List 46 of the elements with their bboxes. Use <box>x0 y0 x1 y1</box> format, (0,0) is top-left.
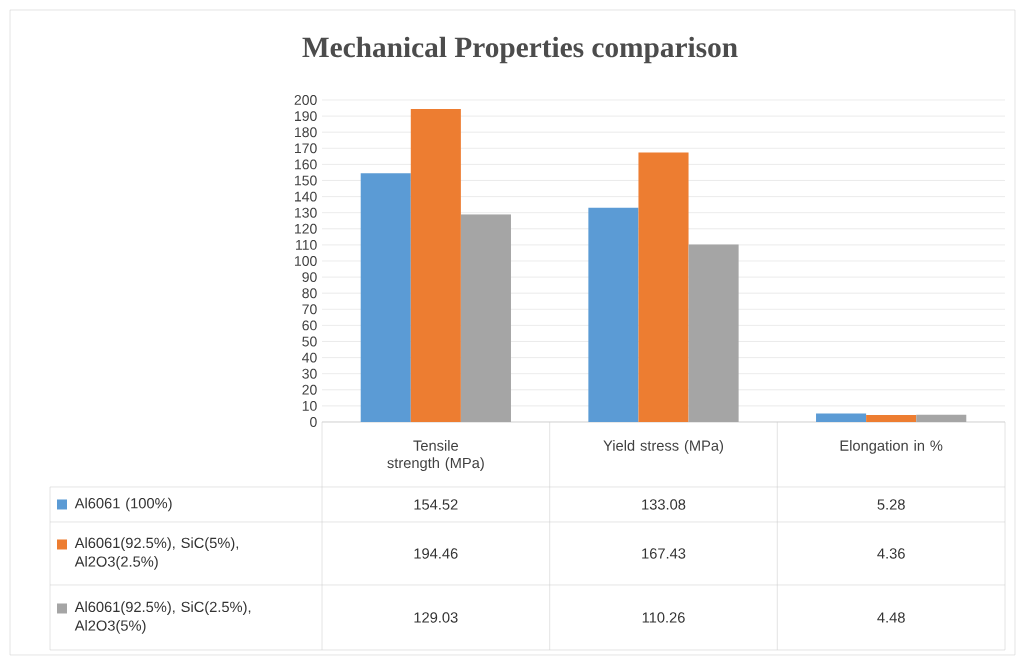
y-tick-label: 30 <box>302 368 317 379</box>
bar <box>588 207 639 422</box>
y-tick-label: 150 <box>295 175 317 186</box>
data-label: 167.43 <box>642 548 686 559</box>
y-tick-label: 130 <box>295 207 317 218</box>
legend-label: Al6061 (100%) <box>74 497 172 512</box>
bar <box>916 414 967 422</box>
bar <box>410 108 461 422</box>
y-tick-label: 60 <box>302 320 317 331</box>
y-tick-label: 50 <box>302 336 317 347</box>
y-tick-label: 100 <box>295 256 317 266</box>
data-label: 4.36 <box>877 548 905 559</box>
data-label: 110.26 <box>642 612 685 623</box>
data-label: 194.46 <box>414 548 458 559</box>
legend-label: Al6061(92.5%), SiC(5%), Al2O3(2.5%) <box>74 537 239 570</box>
bar <box>460 214 511 422</box>
y-tick-label: 160 <box>295 159 317 170</box>
y-tick-label: 190 <box>295 111 317 122</box>
x-tick-label: Yield stress (MPa) <box>603 440 724 454</box>
data-label: 4.48 <box>877 612 905 623</box>
bar <box>638 152 689 422</box>
y-tick-label: 80 <box>302 288 317 299</box>
y-tick-label: 40 <box>302 352 317 363</box>
data-label: 133.08 <box>642 499 686 510</box>
y-tick-label: 0 <box>310 417 317 427</box>
legend-label: Al6061(92.5%), SiC(2.5%), Al2O3(5%) <box>74 601 251 634</box>
y-tick-label: 200 <box>294 95 317 105</box>
y-tick-label: 20 <box>302 384 317 395</box>
y-tick-label: 70 <box>302 304 317 315</box>
x-tick-label: Tensile strength (MPa) <box>387 440 484 472</box>
bar <box>816 413 867 422</box>
y-tick-label: 140 <box>295 191 317 202</box>
bar <box>360 173 411 422</box>
bar <box>866 414 917 422</box>
y-tick-label: 120 <box>295 223 317 234</box>
data-label: 129.03 <box>414 612 458 623</box>
y-tick-label: 180 <box>295 127 317 138</box>
y-tick-label: 10 <box>302 400 317 411</box>
y-tick-label: 110 <box>296 239 317 250</box>
data-label: 5.28 <box>877 499 905 510</box>
data-label: 154.52 <box>414 499 458 510</box>
x-tick-label: Elongation in % <box>840 440 943 454</box>
y-tick-label: 170 <box>295 143 317 154</box>
y-tick-label: 90 <box>302 272 317 283</box>
bar <box>688 244 739 422</box>
chart-title: Mechanical Properties comparison <box>302 36 738 64</box>
